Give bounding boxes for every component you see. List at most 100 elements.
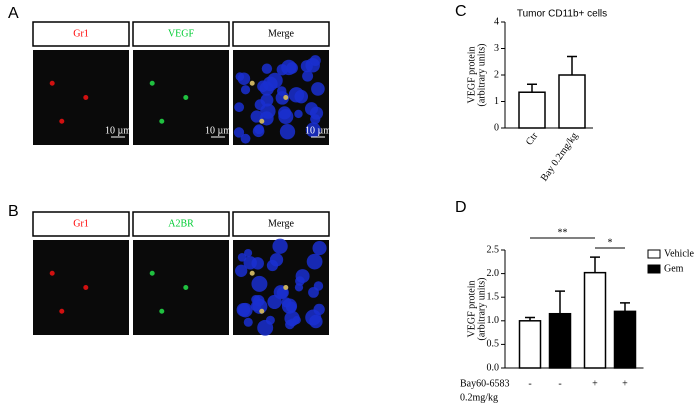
- label-box: [32, 211, 130, 237]
- cell-signal: [83, 285, 89, 290]
- x-tick-label: +: [622, 378, 628, 389]
- nucleus: [294, 89, 309, 104]
- chart-title: Tumor CD11b+ cells: [517, 9, 607, 20]
- bar: [583, 271, 607, 369]
- nucleus: [281, 298, 298, 314]
- nucleus: [235, 264, 248, 277]
- cell-signal: [249, 80, 255, 86]
- nucleus: [305, 122, 321, 138]
- nucleus: [254, 99, 266, 111]
- error-bar: [590, 256, 600, 273]
- nucleus: [309, 314, 323, 329]
- nucleus: [244, 249, 253, 258]
- cell-signal: [283, 285, 289, 290]
- scale-bar-label: 10 µm: [205, 125, 231, 136]
- y-tick-label: 1.5: [487, 291, 500, 302]
- nucleus: [311, 82, 325, 96]
- panel-letter: B: [8, 203, 19, 220]
- y-tick-label: 2.0: [487, 268, 500, 279]
- y-tick-label: 1.0: [487, 315, 500, 326]
- significance-label: **: [558, 227, 568, 238]
- bar: [518, 91, 546, 129]
- image-label: Merge: [268, 218, 294, 229]
- cell-signal: [159, 118, 165, 124]
- cell-signal: [283, 95, 289, 100]
- legend-swatch: [647, 249, 661, 259]
- error-bar: [567, 55, 577, 75]
- label-box: [232, 211, 330, 237]
- cell-signal: [259, 118, 265, 124]
- y-tick-label: 4: [494, 16, 499, 27]
- legend-label: Vehicle: [664, 248, 695, 259]
- label-box: [132, 21, 230, 47]
- nucleus: [279, 124, 296, 140]
- nucleus: [267, 294, 282, 310]
- y-tick-label: 2: [494, 69, 499, 80]
- nucleus: [275, 91, 290, 105]
- cell-signal: [49, 270, 55, 276]
- image-label: A2BR: [168, 218, 194, 229]
- label-box: [132, 211, 230, 237]
- panel-letter: C: [455, 3, 467, 20]
- nucleus: [281, 59, 297, 76]
- panel-letter: A: [8, 5, 19, 22]
- nucleus: [295, 269, 310, 284]
- x-tick-label: Ctr: [524, 130, 541, 147]
- nucleus: [251, 275, 268, 292]
- bar: [613, 310, 637, 369]
- cell-signal: [49, 80, 55, 86]
- micrograph: [33, 50, 129, 145]
- row-label: Bay60-6583: [460, 378, 509, 389]
- x-tick-label: -: [528, 378, 531, 389]
- nucleus: [302, 70, 314, 82]
- nucleus: [269, 253, 284, 267]
- nucleus: [243, 256, 257, 270]
- error-bar: [527, 83, 537, 93]
- nucleus: [304, 102, 319, 116]
- nucleus: [233, 127, 245, 138]
- nucleus: [238, 302, 253, 318]
- y-tick-label: 2.5: [487, 244, 500, 255]
- nucleus: [313, 281, 324, 291]
- bar: [558, 74, 586, 129]
- nucleus: [261, 63, 273, 74]
- y-tick-label: 1: [494, 96, 499, 107]
- nucleus: [253, 295, 265, 307]
- cell-signal: [59, 308, 65, 314]
- image-label: VEGF: [168, 28, 195, 39]
- image-label: Gr1: [73, 218, 89, 229]
- micrograph: [33, 240, 129, 335]
- error-bar: [555, 290, 565, 314]
- nucleus: [313, 303, 325, 316]
- y-tick-label: 3: [494, 43, 499, 54]
- nucleus: [305, 57, 320, 73]
- nucleus: [240, 85, 251, 95]
- cell-signal: [159, 308, 165, 314]
- nucleus: [285, 319, 295, 330]
- micrograph: [133, 50, 229, 145]
- nucleus: [254, 124, 264, 135]
- y-tick-label: 0.5: [487, 339, 500, 350]
- nucleus: [278, 109, 294, 125]
- cell-signal: [83, 95, 89, 100]
- image-label: Merge: [268, 28, 294, 39]
- error-bar: [620, 302, 630, 312]
- panel-letter: D: [455, 199, 467, 216]
- y-axis-label: VEGF protein: [466, 47, 477, 104]
- x-tick-label: +: [592, 378, 598, 389]
- nucleus: [234, 102, 245, 113]
- y-tick-label: 0.0: [487, 362, 500, 373]
- scale-bar-label: 10 µm: [305, 125, 331, 136]
- legend-swatch: [647, 264, 661, 274]
- nucleus: [312, 241, 327, 256]
- cell-signal: [149, 80, 155, 86]
- y-tick-label: 0: [494, 122, 499, 133]
- nucleus: [257, 319, 274, 336]
- nucleus: [243, 317, 253, 327]
- nucleus: [294, 109, 303, 119]
- y-axis-label: VEGF protein: [466, 281, 477, 338]
- micrograph: [133, 240, 229, 335]
- significance-label: *: [608, 237, 613, 248]
- nucleus: [235, 72, 245, 81]
